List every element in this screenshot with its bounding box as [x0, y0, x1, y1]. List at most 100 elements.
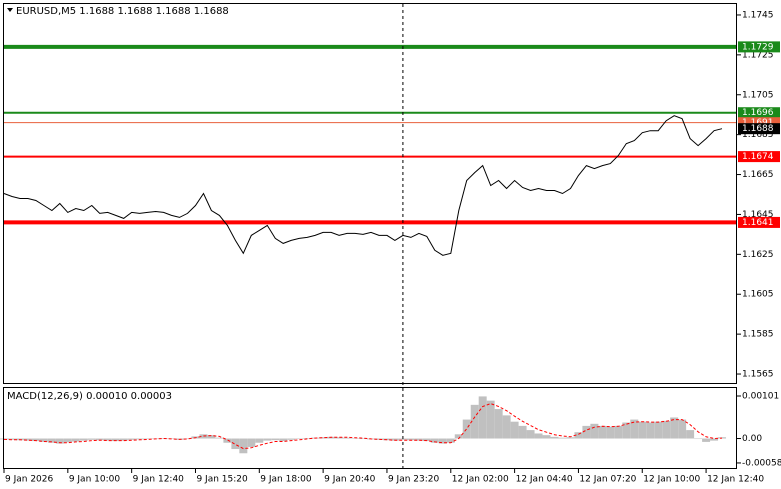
x-tick-label: 9 Jan 2026	[5, 475, 53, 485]
macd-bar	[638, 421, 647, 439]
macd-bar	[71, 438, 80, 442]
y-tick-label: 1.1585	[742, 330, 774, 340]
macd-bar	[526, 430, 535, 439]
macd-bar	[223, 438, 232, 443]
x-tick-label: 9 Jan 23:20	[388, 475, 440, 485]
macd-bar	[590, 423, 599, 439]
macd-bar	[119, 438, 128, 441]
macd-bar	[343, 437, 352, 439]
level-price-box	[738, 151, 780, 163]
plot-layer: 1.17451.17251.17051.16851.16651.16451.16…	[0, 10, 781, 468]
macd-bar	[614, 425, 623, 439]
level-price-box	[738, 117, 780, 129]
symbol-menu-arrow[interactable]	[7, 8, 13, 12]
macd-bar	[47, 438, 56, 443]
macd-bar	[510, 421, 519, 439]
macd-bar	[582, 425, 591, 439]
macd-bar	[422, 438, 431, 442]
level-price-box	[738, 41, 780, 53]
y-tick-label: 1.1605	[742, 290, 774, 300]
chart-title: EURUSD,M5 1.1688 1.1688 1.1688 1.1688	[16, 6, 229, 17]
macd-bar	[287, 438, 296, 440]
macd-bar	[63, 438, 72, 443]
macd-bar	[295, 438, 304, 440]
x-tick-label: 12 Jan 12:40	[707, 475, 764, 485]
macd-bar	[558, 437, 567, 439]
macd-bar	[87, 438, 96, 440]
macd-bar	[542, 435, 551, 439]
current-price-label: 1.1688	[742, 124, 774, 134]
macd-bar	[550, 436, 559, 439]
y-tick-label: 1.1665	[742, 170, 774, 180]
macd-bar	[374, 438, 383, 440]
y-tick-label: 1.1645	[742, 210, 774, 220]
x-tick-label: 9 Jan 10:00	[69, 475, 121, 485]
y-tick-label: 1.1565	[742, 370, 774, 380]
level-price-box	[738, 216, 780, 228]
x-tick-label: 12 Jan 04:40	[516, 475, 573, 485]
y-tick-label: 1.1625	[742, 250, 774, 260]
level-price-label: 1.1641	[742, 218, 774, 228]
macd-bar	[646, 422, 655, 439]
macd-bar	[39, 438, 48, 442]
macd-bar	[239, 438, 248, 454]
macd-bar	[207, 435, 216, 439]
y-tick-label: 1.1725	[742, 50, 774, 60]
macd-bar	[566, 437, 575, 439]
macd-bar	[103, 438, 112, 441]
macd-bar	[279, 438, 288, 442]
macd-bar	[390, 438, 399, 441]
macd-bar	[255, 438, 264, 443]
macd-bar	[606, 426, 615, 439]
macd-bar	[574, 432, 583, 439]
macd-bar	[446, 438, 455, 443]
macd-bar	[135, 438, 144, 440]
macd-bar	[630, 419, 639, 439]
macd-bar	[263, 438, 272, 441]
price-line	[3, 115, 723, 256]
macd-bar	[702, 438, 711, 442]
macd-bar	[31, 438, 40, 442]
macd-bar	[23, 438, 32, 441]
macd-bar	[534, 433, 543, 439]
y-tick-label: 1.1705	[742, 90, 774, 100]
level-price-label: 1.1674	[742, 152, 774, 162]
x-tick-label: 12 Jan 10:00	[643, 475, 700, 485]
macd-bar	[55, 438, 64, 444]
x-tick-label: 9 Jan 15:20	[196, 475, 248, 485]
macd-bar	[622, 422, 631, 439]
macd-bar	[694, 438, 703, 440]
macd-bar	[678, 419, 687, 439]
macd-bar	[319, 437, 328, 439]
x-tick-label: 12 Jan 02:00	[452, 475, 509, 485]
x-tick-label: 9 Jan 20:40	[324, 475, 376, 485]
macd-bar	[710, 438, 719, 441]
macd-bar	[430, 438, 439, 443]
macd-bar	[7, 438, 16, 440]
macd-bar	[686, 430, 695, 439]
macd-bar	[518, 425, 527, 439]
y-tick-label: 0.00	[742, 434, 762, 444]
macd-bar	[143, 438, 152, 440]
price-panel-frame	[3, 3, 737, 384]
level-price-label: 1.1729	[742, 42, 774, 52]
macd-bar	[502, 415, 511, 439]
macd-bar	[127, 438, 136, 440]
macd-bar	[351, 438, 360, 439]
y-tick-label: 1.1745	[742, 10, 774, 20]
y-tick-label: -0.00058	[742, 458, 781, 468]
macd-bar	[79, 438, 88, 441]
macd-bar	[494, 409, 503, 439]
x-tick-label: 12 Jan 07:20	[579, 475, 636, 485]
macd-bar	[662, 420, 671, 439]
macd-bar	[95, 438, 104, 441]
macd-bar	[478, 396, 487, 439]
macd-bar	[438, 438, 447, 444]
macd-bar	[406, 438, 415, 441]
current-price-box	[738, 123, 780, 135]
level-price-label: 1.1696	[742, 108, 774, 118]
macd-panel-frame	[3, 387, 737, 469]
macd-bar	[414, 438, 423, 441]
